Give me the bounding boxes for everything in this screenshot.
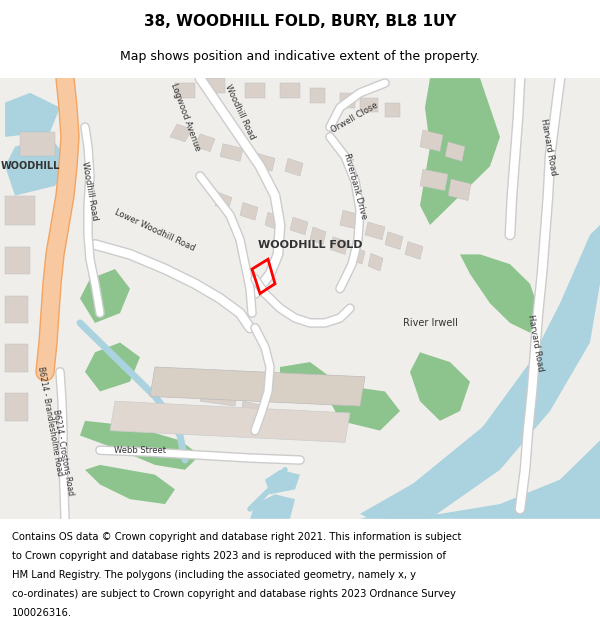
Text: Contains OS data © Crown copyright and database right 2021. This information is : Contains OS data © Crown copyright and d…	[12, 531, 461, 541]
Text: HM Land Registry. The polygons (including the associated geometry, namely x, y: HM Land Registry. The polygons (includin…	[12, 570, 416, 580]
Polygon shape	[5, 196, 35, 225]
Polygon shape	[240, 401, 268, 426]
Polygon shape	[175, 83, 195, 98]
Polygon shape	[445, 142, 465, 161]
Polygon shape	[205, 78, 225, 92]
Polygon shape	[410, 352, 470, 421]
Polygon shape	[420, 169, 448, 191]
Polygon shape	[80, 269, 130, 323]
Polygon shape	[85, 465, 175, 504]
Text: Harvard Road: Harvard Road	[539, 118, 557, 176]
Polygon shape	[5, 296, 28, 323]
Text: Webb Street: Webb Street	[114, 446, 166, 455]
Polygon shape	[405, 242, 423, 259]
Polygon shape	[220, 144, 243, 161]
Polygon shape	[420, 130, 443, 151]
Polygon shape	[310, 441, 600, 519]
Polygon shape	[330, 386, 400, 431]
Polygon shape	[195, 134, 215, 151]
Text: WOODHILL: WOODHILL	[1, 161, 59, 171]
Polygon shape	[368, 253, 383, 271]
Polygon shape	[255, 154, 275, 171]
Polygon shape	[280, 83, 300, 98]
Polygon shape	[170, 124, 192, 142]
Polygon shape	[20, 132, 55, 156]
Text: Orwell Close: Orwell Close	[330, 100, 380, 134]
Text: B6214 - Brandlesholme Road: B6214 - Brandlesholme Road	[36, 366, 64, 476]
Polygon shape	[5, 246, 30, 274]
Polygon shape	[250, 494, 295, 519]
Polygon shape	[240, 202, 258, 220]
Polygon shape	[340, 92, 355, 108]
Polygon shape	[448, 179, 471, 201]
Polygon shape	[85, 342, 140, 391]
Text: WOODHILL FOLD: WOODHILL FOLD	[258, 239, 362, 249]
Text: Riverbank Drive: Riverbank Drive	[342, 152, 368, 220]
Polygon shape	[150, 367, 365, 406]
Polygon shape	[110, 401, 350, 442]
Text: Logwood Avenue: Logwood Avenue	[169, 82, 202, 152]
Polygon shape	[310, 88, 325, 102]
Text: Map shows position and indicative extent of the property.: Map shows position and indicative extent…	[120, 50, 480, 62]
Text: River Irwell: River Irwell	[403, 318, 457, 328]
Polygon shape	[215, 192, 232, 210]
Text: Harvard Road: Harvard Road	[526, 313, 544, 372]
Text: 38, WOODHILL FOLD, BURY, BL8 1UY: 38, WOODHILL FOLD, BURY, BL8 1UY	[144, 14, 456, 29]
Polygon shape	[365, 222, 385, 239]
Polygon shape	[200, 382, 238, 406]
Text: 100026316.: 100026316.	[12, 608, 72, 618]
Polygon shape	[460, 254, 540, 332]
Polygon shape	[265, 470, 300, 494]
Polygon shape	[350, 246, 365, 264]
Polygon shape	[320, 225, 600, 519]
Polygon shape	[5, 393, 28, 421]
Polygon shape	[360, 225, 600, 519]
Text: B6214 - Crostons Road: B6214 - Crostons Road	[51, 409, 75, 496]
Text: Lower Woodhill Road: Lower Woodhill Road	[113, 208, 197, 252]
Polygon shape	[420, 78, 500, 225]
Text: Woodhill Road: Woodhill Road	[223, 84, 257, 141]
Polygon shape	[285, 158, 303, 176]
Polygon shape	[5, 344, 28, 372]
Text: to Crown copyright and database rights 2023 and is reproduced with the permissio: to Crown copyright and database rights 2…	[12, 551, 446, 561]
Polygon shape	[265, 213, 281, 230]
Polygon shape	[280, 362, 330, 396]
Polygon shape	[330, 237, 348, 254]
Polygon shape	[160, 372, 200, 396]
Polygon shape	[5, 137, 70, 196]
Polygon shape	[290, 217, 308, 235]
Polygon shape	[80, 421, 200, 470]
Polygon shape	[245, 83, 265, 98]
Text: co-ordinates) are subject to Crown copyright and database rights 2023 Ordnance S: co-ordinates) are subject to Crown copyr…	[12, 589, 456, 599]
Polygon shape	[385, 102, 400, 118]
Text: Woodhill Road: Woodhill Road	[80, 161, 100, 221]
Polygon shape	[385, 232, 403, 249]
Polygon shape	[310, 227, 326, 244]
Polygon shape	[340, 210, 363, 230]
Polygon shape	[360, 98, 378, 112]
Polygon shape	[5, 92, 60, 137]
